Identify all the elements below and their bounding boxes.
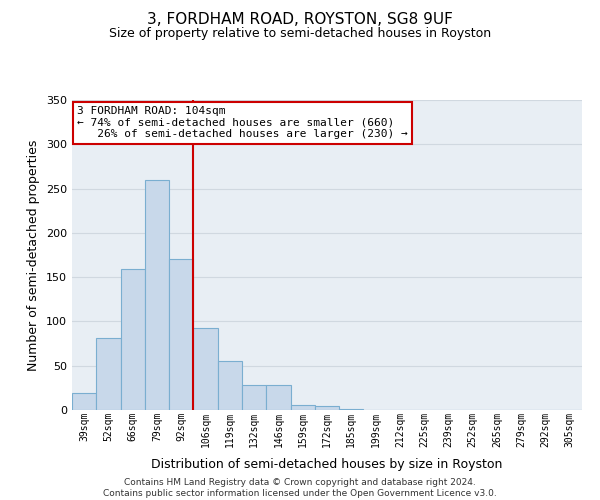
X-axis label: Distribution of semi-detached houses by size in Royston: Distribution of semi-detached houses by … [151,458,503,471]
Bar [169,260,193,410]
Bar [242,385,266,410]
Bar [145,180,169,410]
Bar [290,404,315,410]
Bar [266,385,290,410]
Y-axis label: Number of semi-detached properties: Number of semi-detached properties [28,140,40,370]
Text: Contains HM Land Registry data © Crown copyright and database right 2024.
Contai: Contains HM Land Registry data © Crown c… [103,478,497,498]
Bar [193,328,218,410]
Text: Size of property relative to semi-detached houses in Royston: Size of property relative to semi-detach… [109,28,491,40]
Text: 3, FORDHAM ROAD, ROYSTON, SG8 9UF: 3, FORDHAM ROAD, ROYSTON, SG8 9UF [147,12,453,28]
Bar [339,409,364,410]
Bar [315,406,339,410]
Bar [121,269,145,410]
Bar [218,362,242,410]
Text: 3 FORDHAM ROAD: 104sqm
← 74% of semi-detached houses are smaller (660)
   26% of: 3 FORDHAM ROAD: 104sqm ← 74% of semi-det… [77,106,408,140]
Bar [96,338,121,410]
Bar [72,393,96,410]
